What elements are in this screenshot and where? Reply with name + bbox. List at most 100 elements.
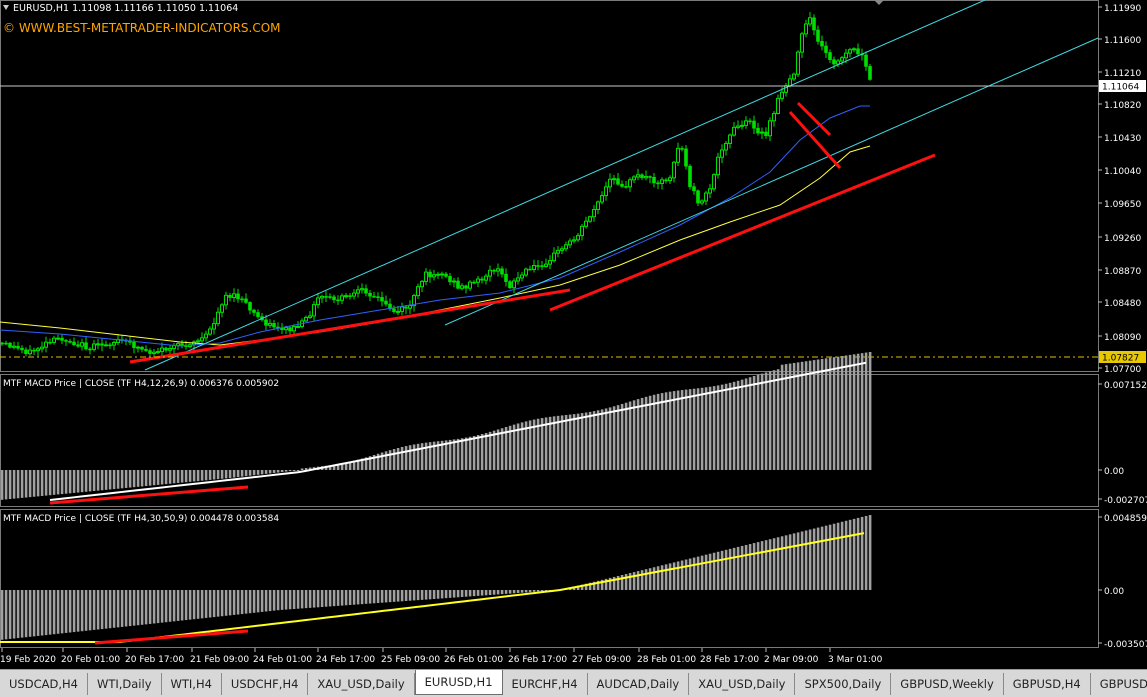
time-tick-label: 26 Feb 01:00 (444, 655, 503, 665)
trend-lines (129, 101, 936, 364)
macd2-bar (648, 568, 652, 590)
macd2-bar (300, 590, 304, 609)
candle-body (744, 120, 748, 126)
watermark-text: © WWW.BEST-METATRADER-INDICATORS.COM (3, 21, 281, 35)
low-marker-box (1099, 351, 1146, 363)
candle-body (496, 268, 500, 272)
tab-eurusd-h1[interactable]: EURUSD,H1 (414, 670, 503, 695)
macd2-bar (840, 521, 844, 590)
macd1-bar (132, 470, 136, 488)
macd1-bar (72, 470, 76, 493)
macd2-bar (752, 543, 756, 590)
tab-usdchf-h4[interactable]: USDCHF,H4 (222, 673, 309, 695)
macd1-bar (244, 470, 248, 477)
macd2-bar (424, 590, 428, 600)
macd1-bar (560, 415, 564, 470)
tab-wti-daily[interactable]: WTI,Daily (88, 673, 162, 695)
macd2-bar (316, 590, 320, 608)
candle-body (76, 344, 80, 347)
tab-spx500-daily[interactable]: SPX500,Daily (795, 673, 892, 695)
candle-body (284, 327, 288, 331)
candle-body (304, 316, 308, 322)
macd1-bar (476, 435, 480, 470)
candle-body (244, 298, 248, 303)
tab-gbpusd-weekly[interactable]: GBPUSD,Weekly (891, 673, 1004, 695)
candle-body (484, 275, 488, 281)
candle-body (356, 289, 360, 294)
macd1-bar (440, 440, 444, 470)
candle-body (252, 309, 256, 313)
macd1-bar (528, 420, 532, 470)
trendline-projection (549, 153, 936, 312)
price-tick-label: 1.09650 (1104, 200, 1141, 210)
macd1-bar (8, 470, 12, 500)
candle-body (372, 295, 376, 298)
macd1-bar (472, 435, 476, 470)
macd2-bar (352, 590, 356, 605)
macd1-bar (212, 470, 216, 480)
candle-body (468, 281, 472, 289)
candle-body (532, 265, 536, 270)
macd2-bar (8, 590, 12, 639)
macd1-panel-border (0, 374, 1099, 507)
macd2-bar (636, 571, 640, 590)
macd1-bar (572, 414, 576, 470)
tab-usdcad-h4[interactable]: USDCAD,H4 (0, 673, 88, 695)
tab-wti-h4[interactable]: WTI,H4 (162, 673, 222, 695)
tab-xau-usd-daily[interactable]: XAU_USD,Daily (689, 673, 796, 695)
candle-body (800, 33, 804, 53)
scroll-marker-icon (874, 0, 884, 5)
macd2-bar (160, 590, 164, 623)
candle-body (656, 182, 660, 185)
tab-gbpusd-h4[interactable]: GBPUSD,H4 (1004, 673, 1091, 695)
tab-audcad-daily[interactable]: AUDCAD,Daily (588, 673, 690, 695)
candle-body (628, 179, 632, 188)
candle-body (660, 179, 664, 184)
macd1-bar (368, 456, 372, 470)
macd1-bar (348, 461, 352, 470)
time-tick-label: 25 Feb 09:00 (381, 655, 440, 665)
macd1-bar (92, 470, 96, 492)
macd1-bar (512, 424, 516, 470)
tab-gbpusd-[interactable]: GBPUSD, (1091, 673, 1147, 695)
macd1-bar (84, 470, 88, 492)
chart-area[interactable]: MTF MACD Price | CLOSE (TF H4,12,26,9) 0… (0, 0, 1147, 669)
macd2-bar (16, 590, 20, 639)
macd2-bar (732, 547, 736, 590)
macd2-bar (364, 590, 368, 604)
macd1-bar (284, 470, 288, 472)
candle-body (524, 268, 528, 276)
tab-xau-usd-daily[interactable]: XAU_USD,Daily (308, 673, 415, 695)
candle-body (404, 306, 408, 309)
macd2-bar (544, 590, 548, 591)
macd1-bar (520, 422, 524, 470)
candles (0, 12, 872, 358)
macd1-bar (56, 470, 60, 495)
price-tick-label: 1.08480 (1104, 299, 1141, 309)
candle-body (96, 343, 100, 346)
channel-lower-line (444, 37, 1099, 326)
macd1-bar (492, 430, 496, 470)
candle-body (436, 273, 440, 276)
candle-body (624, 186, 628, 188)
macd1-trendline (49, 485, 249, 505)
trendline-mark-2 (796, 101, 832, 137)
price-tick-label: 1.10430 (1104, 134, 1141, 144)
macd1-bar (808, 360, 812, 470)
macd1-bar (256, 470, 260, 475)
macd1-bar (128, 470, 132, 488)
candle-body (552, 252, 556, 262)
macd1-bar (768, 371, 772, 470)
macd2-bar (144, 590, 148, 625)
candle-body (512, 280, 516, 289)
candle-body (548, 260, 552, 265)
tab-eurchf-h4[interactable]: EURCHF,H4 (503, 673, 588, 695)
candle-body (824, 45, 828, 53)
macd2-bar (784, 535, 788, 590)
macd1-bar (364, 457, 368, 470)
macd1-bar (448, 439, 452, 470)
candle-body (448, 276, 452, 283)
candle-body (464, 285, 468, 289)
macd2-bar (720, 550, 724, 590)
